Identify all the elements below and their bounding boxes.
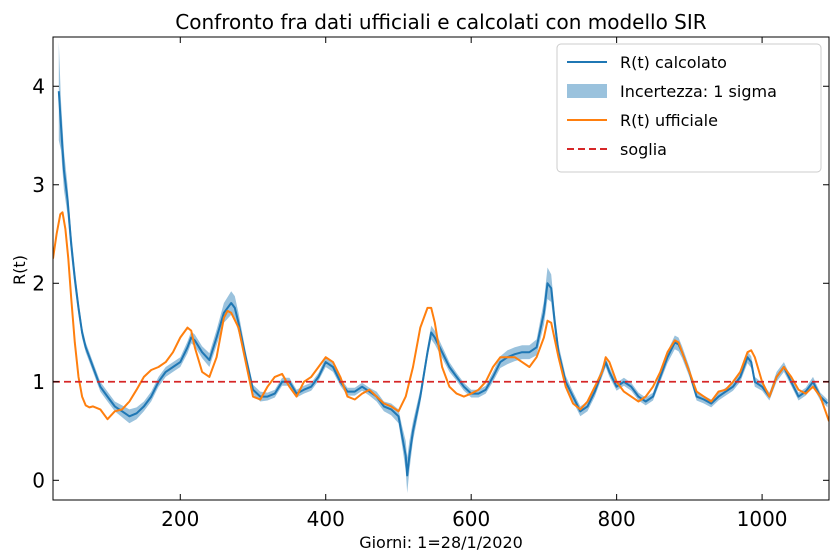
axes: 200 400 600 800 1000 0 1 2 3 4: [32, 36, 830, 531]
legend-box: [556, 43, 822, 173]
legend-label: R(t) ufficiale: [620, 111, 718, 130]
plot-area: [53, 41, 829, 494]
y-tick-label: 2: [32, 271, 45, 295]
x-tick-label: 200: [161, 507, 199, 531]
x-tick-label: 600: [452, 507, 490, 531]
y-tick-label: 4: [32, 74, 45, 98]
y-tick-label: 3: [32, 173, 45, 197]
plot-content: [53, 41, 829, 494]
y-tick-label: 1: [32, 370, 45, 394]
legend-swatch-band: [567, 84, 607, 98]
x-tick-label: 800: [598, 507, 636, 531]
x-axis-label: Giorni: 1=28/1/2020: [359, 533, 523, 552]
x-tick-label: 400: [307, 507, 345, 531]
legend-label: Incertezza: 1 sigma: [620, 82, 777, 101]
legend-label: soglia: [620, 140, 667, 159]
x-tick-label: 1000: [737, 507, 788, 531]
axes-frame: [52, 36, 830, 501]
series-line-ufficiale: [53, 211, 829, 422]
legend-label: R(t) calcolato: [620, 53, 727, 72]
y-tick-label: 0: [32, 468, 45, 492]
legend: R(t) calcolato Incertezza: 1 sigma R(t) uf…: [556, 43, 822, 173]
chart-title: Confronto fra dati ufficiali e calcolati…: [175, 10, 706, 34]
y-axis-label: R(t): [10, 255, 29, 285]
